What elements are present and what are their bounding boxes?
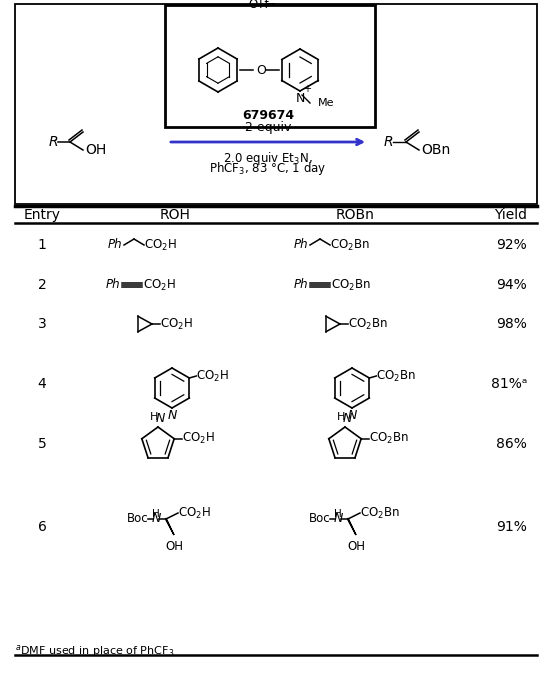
Text: ROH: ROH <box>160 208 190 222</box>
Text: CO$_2$H: CO$_2$H <box>143 277 176 293</box>
Text: N: N <box>347 409 357 422</box>
Text: CO$_2$H: CO$_2$H <box>197 368 229 383</box>
Text: Boc: Boc <box>126 513 148 525</box>
Text: N: N <box>342 412 352 425</box>
Bar <box>165 5 375 127</box>
Text: 3: 3 <box>38 317 46 331</box>
Text: CO$_2$H: CO$_2$H <box>160 316 193 331</box>
Text: N: N <box>333 513 343 525</box>
Text: Ph: Ph <box>105 278 120 291</box>
Text: CO$_2$H: CO$_2$H <box>178 505 211 520</box>
Text: Me: Me <box>318 98 335 108</box>
Text: 92%: 92% <box>496 238 527 252</box>
Text: 679674: 679674 <box>242 109 294 122</box>
Text: OBn: OBn <box>421 143 450 157</box>
Text: Yield: Yield <box>494 208 527 222</box>
Text: R: R <box>384 135 393 149</box>
Text: $^a$DMF used in place of PhCF$_3$: $^a$DMF used in place of PhCF$_3$ <box>15 643 174 659</box>
Text: −: − <box>266 0 276 10</box>
Text: H: H <box>337 412 345 422</box>
Text: +: + <box>303 84 311 94</box>
Text: OH: OH <box>85 143 106 157</box>
Text: CO$_2$H: CO$_2$H <box>144 237 177 253</box>
Text: 2.0 equiv Et$_3$N,: 2.0 equiv Et$_3$N, <box>223 150 313 167</box>
Text: Entry: Entry <box>24 208 61 222</box>
Text: N: N <box>167 409 177 422</box>
Text: 1: 1 <box>38 238 46 252</box>
Text: 2: 2 <box>38 278 46 292</box>
Bar <box>15 4 537 204</box>
Text: CO$_2$Bn: CO$_2$Bn <box>369 431 409 446</box>
Text: OH: OH <box>347 540 365 553</box>
Text: H: H <box>152 509 160 519</box>
Text: OTf: OTf <box>248 0 269 12</box>
Text: O: O <box>256 64 266 77</box>
Text: H: H <box>150 412 158 422</box>
Text: 6: 6 <box>38 520 46 534</box>
Text: 81%ᵃ: 81%ᵃ <box>491 377 527 391</box>
Text: 91%: 91% <box>496 520 527 534</box>
Text: CO$_2$Bn: CO$_2$Bn <box>348 316 388 331</box>
Text: 5: 5 <box>38 437 46 451</box>
Text: CO$_2$Bn: CO$_2$Bn <box>331 277 371 293</box>
Text: 98%: 98% <box>496 317 527 331</box>
Text: Boc: Boc <box>309 513 330 525</box>
Text: OH: OH <box>165 540 183 553</box>
Text: 94%: 94% <box>496 278 527 292</box>
Polygon shape <box>166 518 174 535</box>
Text: ROBn: ROBn <box>336 208 374 222</box>
Text: N: N <box>151 513 161 525</box>
Text: Ph: Ph <box>293 239 308 251</box>
Text: CO$_2$Bn: CO$_2$Bn <box>360 505 400 520</box>
Text: CO$_2$Bn: CO$_2$Bn <box>376 368 416 383</box>
Text: H: H <box>334 509 342 519</box>
Text: N: N <box>155 412 164 425</box>
Text: Ph: Ph <box>108 239 122 251</box>
Text: PhCF$_3$, 83 °C, 1 day: PhCF$_3$, 83 °C, 1 day <box>209 160 327 177</box>
Text: N: N <box>295 92 305 105</box>
Polygon shape <box>348 518 356 535</box>
Text: 86%: 86% <box>496 437 527 451</box>
Text: 2 equiv: 2 equiv <box>245 121 291 134</box>
Text: R: R <box>49 135 58 149</box>
Text: CO$_2$Bn: CO$_2$Bn <box>330 237 370 253</box>
Text: Ph: Ph <box>293 278 308 291</box>
Text: CO$_2$H: CO$_2$H <box>182 431 215 446</box>
Text: 4: 4 <box>38 377 46 391</box>
